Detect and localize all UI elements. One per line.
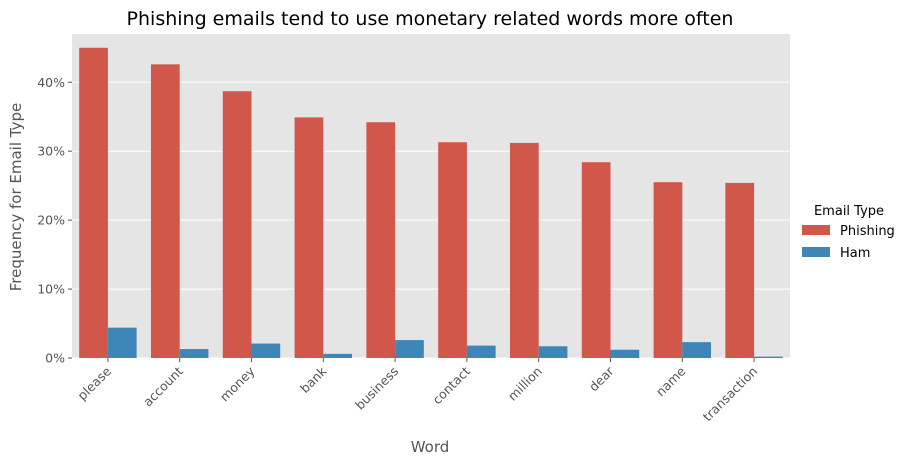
bar-ham-bank (323, 353, 353, 358)
bar-phishing-bank (294, 117, 324, 358)
x-tick-label: please (74, 363, 114, 403)
y-tick-label: 0% (45, 351, 65, 366)
legend-title: Email Type (814, 204, 884, 219)
x-axis-ticks: please account money bank business contact mil… (74, 358, 760, 424)
x-tick-label: money (217, 363, 258, 404)
bar-phishing-transaction (725, 182, 755, 358)
bar-ham-dear (610, 349, 640, 358)
bars (79, 47, 783, 359)
x-tick-label: transaction (700, 364, 761, 425)
legend-label-phishing: Phishing (840, 224, 895, 239)
legend: Email Type Phishing Ham (802, 204, 895, 261)
legend-swatch-ham (802, 247, 830, 257)
y-tick-label: 10% (37, 282, 65, 297)
y-tick-label: 20% (37, 213, 65, 228)
x-tick-label: million (505, 364, 545, 404)
bar-phishing-account (150, 64, 180, 359)
bar-ham-name (682, 342, 712, 358)
bar-ham-contact (466, 345, 496, 358)
x-tick-label: dear (586, 363, 617, 394)
chart-title: Phishing emails tend to use monetary rel… (127, 8, 734, 30)
bar-ham-million (538, 346, 568, 358)
x-tick-label: contact (429, 363, 473, 407)
x-tick-label: account (140, 363, 186, 409)
bar-phishing-dear (581, 162, 611, 358)
legend-label-ham: Ham (840, 246, 870, 261)
x-axis-title: Word (411, 438, 450, 456)
x-tick-label: name (653, 363, 689, 399)
legend-swatch-phishing (802, 225, 830, 235)
x-tick-label: business (352, 364, 401, 413)
bar-phishing-million (509, 142, 539, 358)
bar-phishing-name (653, 182, 683, 358)
y-tick-label: 30% (37, 144, 65, 159)
bar-ham-transaction (754, 356, 783, 358)
bar-phishing-please (79, 47, 108, 359)
y-tick-label: 40% (37, 75, 65, 90)
bar-ham-please (107, 327, 137, 358)
bar-phishing-money (222, 91, 252, 359)
x-tick-label: bank (297, 363, 330, 396)
bar-phishing-business (366, 122, 396, 358)
y-axis-ticks: 0% 10% 20% 30% 40% (37, 75, 72, 366)
y-axis-title: Frequency for Email Type (7, 103, 25, 292)
bar-phishing-contact (438, 142, 467, 358)
bar-ham-business (395, 340, 424, 358)
bar-ham-money (251, 343, 281, 358)
bar-ham-account (179, 349, 209, 358)
